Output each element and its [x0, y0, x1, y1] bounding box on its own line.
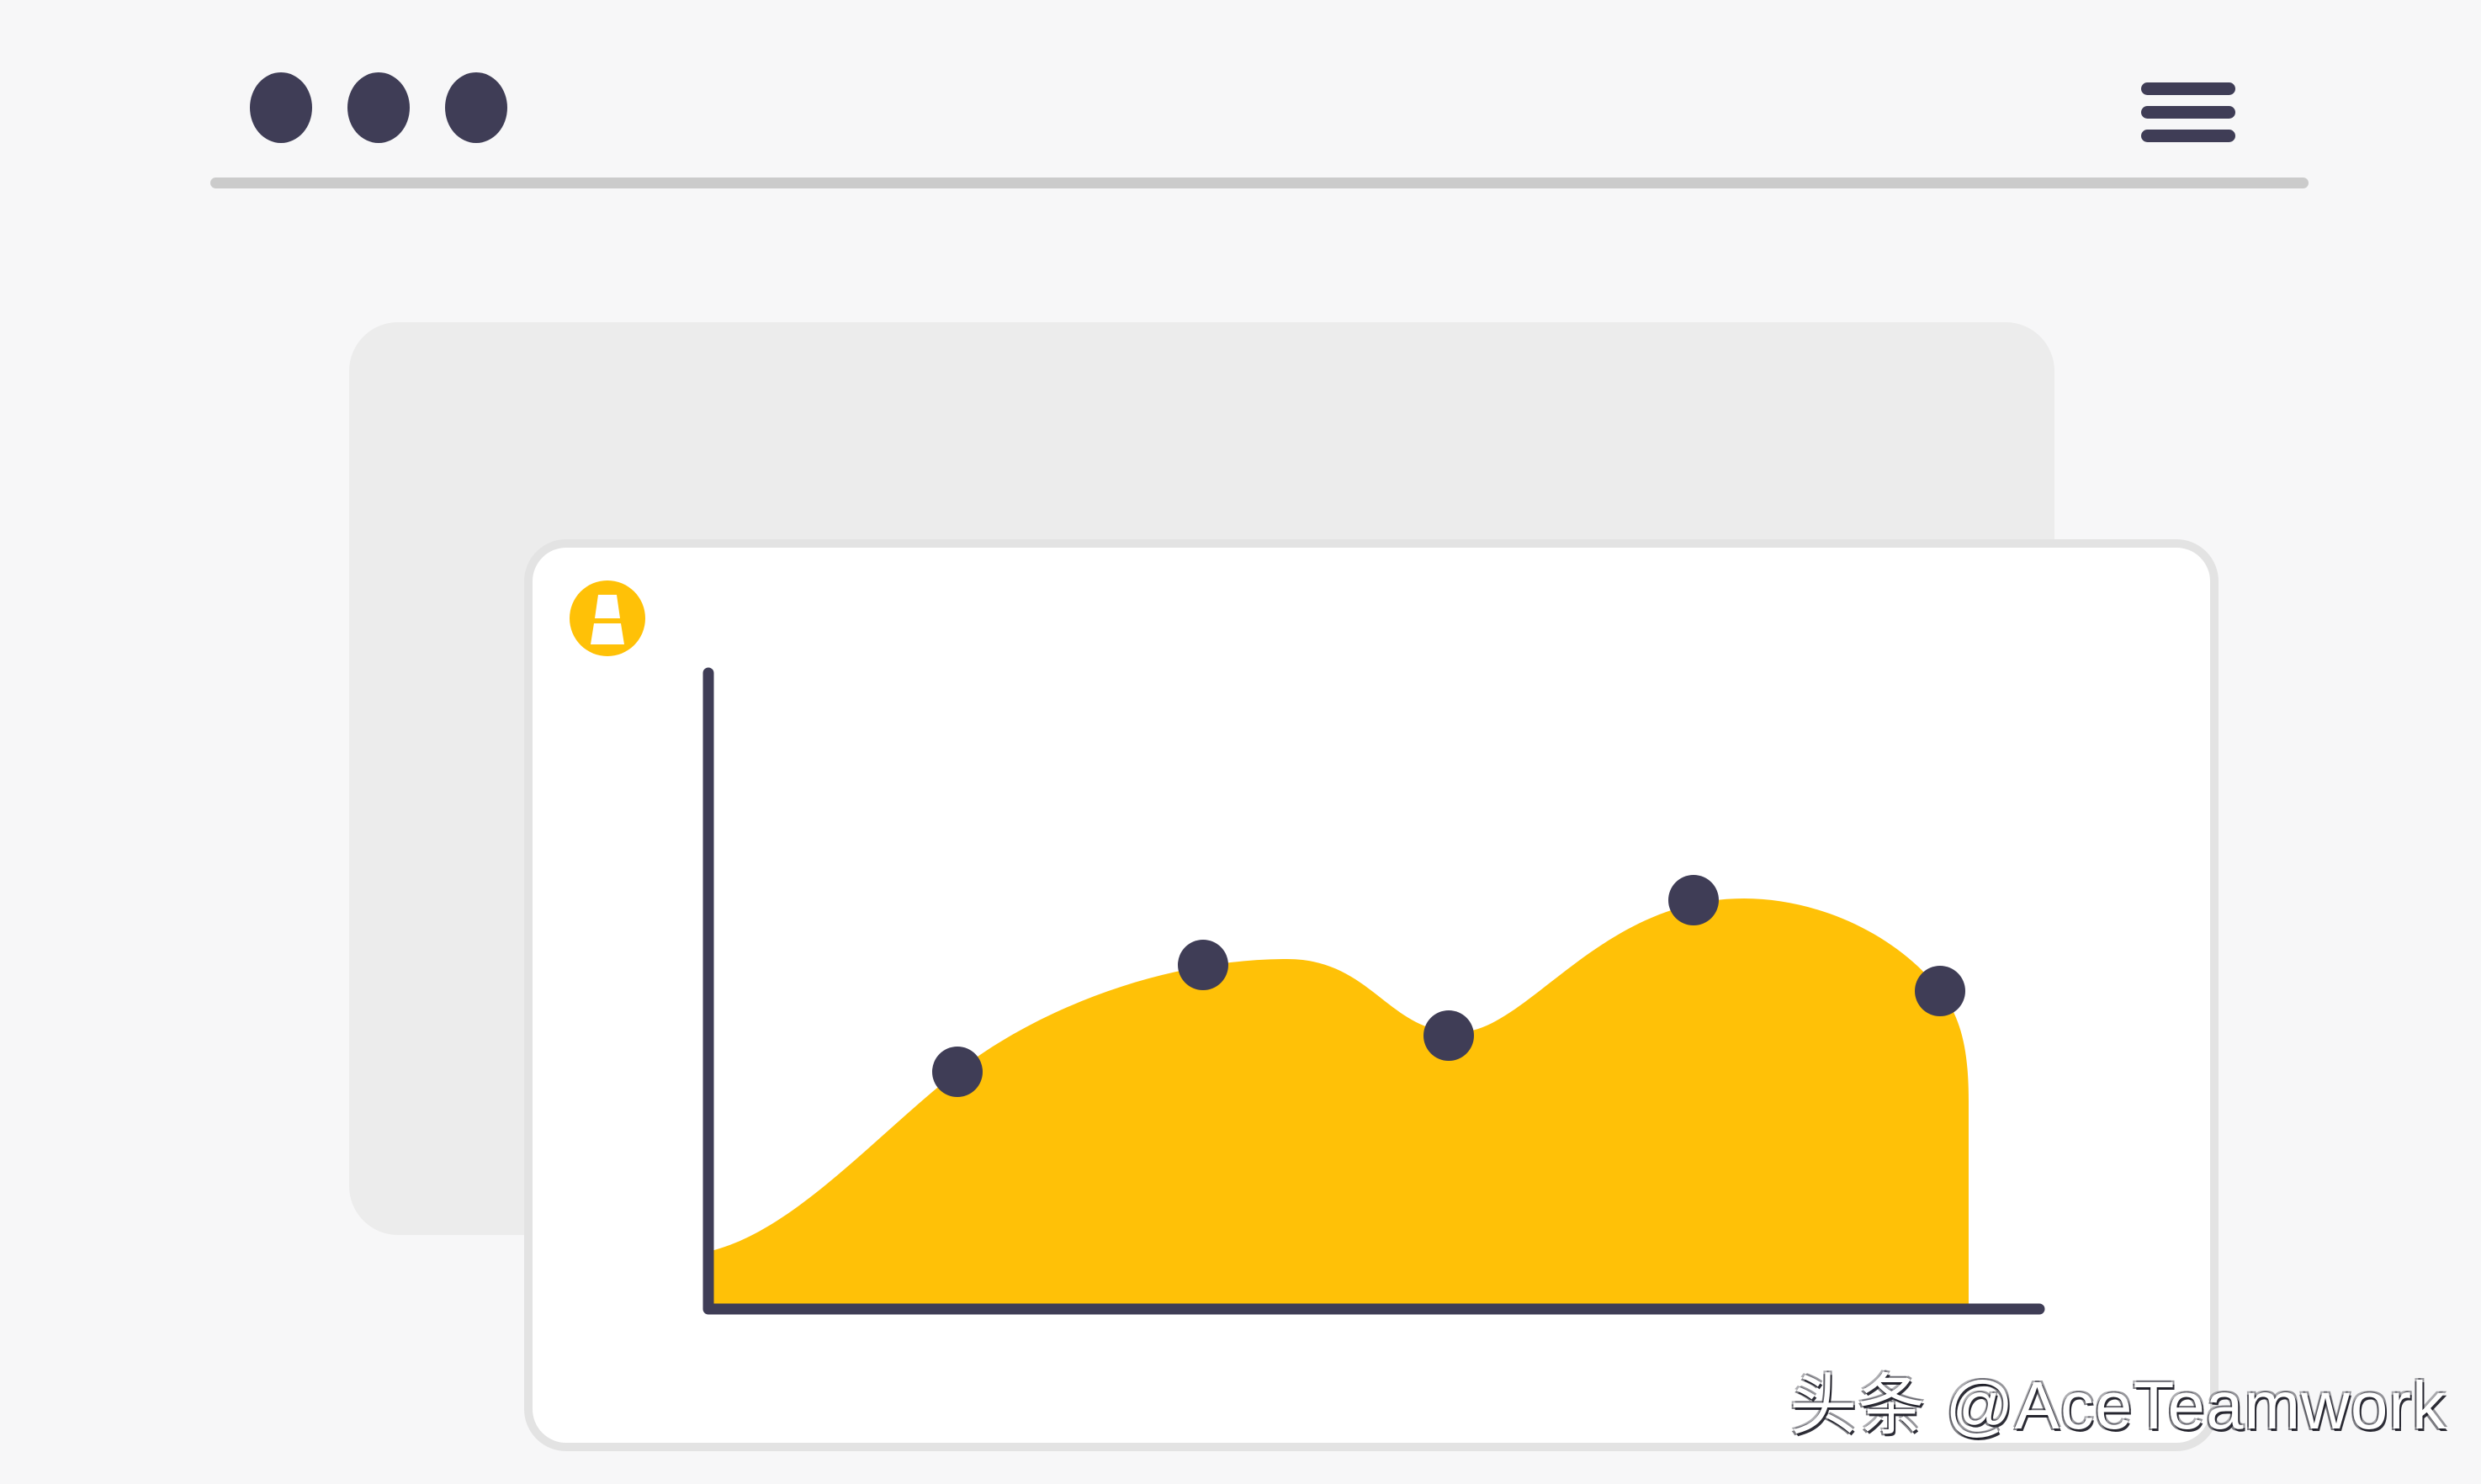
chart-data-point: [1423, 1010, 1474, 1061]
window-control-dot[interactable]: [347, 72, 410, 143]
chart-data-point: [1178, 940, 1228, 990]
cone-icon-glyph: [591, 595, 624, 644]
chart-area-fill: [711, 898, 1969, 1310]
hamburger-bar: [2141, 130, 2235, 142]
hamburger-bar: [2141, 82, 2235, 95]
cone-icon: [570, 580, 645, 656]
chart-data-point: [932, 1047, 983, 1097]
header-divider-line: [210, 178, 2309, 188]
chart-data-point: [1915, 966, 1965, 1016]
window-control-dot[interactable]: [250, 72, 312, 143]
chart-data-points: [932, 875, 1965, 1097]
watermark-text: 头条 @AceTeamwork: [1789, 1368, 2447, 1443]
chart-data-point: [1668, 875, 1719, 925]
hamburger-bar: [2141, 106, 2235, 119]
window-control-dot[interactable]: [445, 72, 507, 143]
chart-axes: [702, 667, 2045, 1315]
